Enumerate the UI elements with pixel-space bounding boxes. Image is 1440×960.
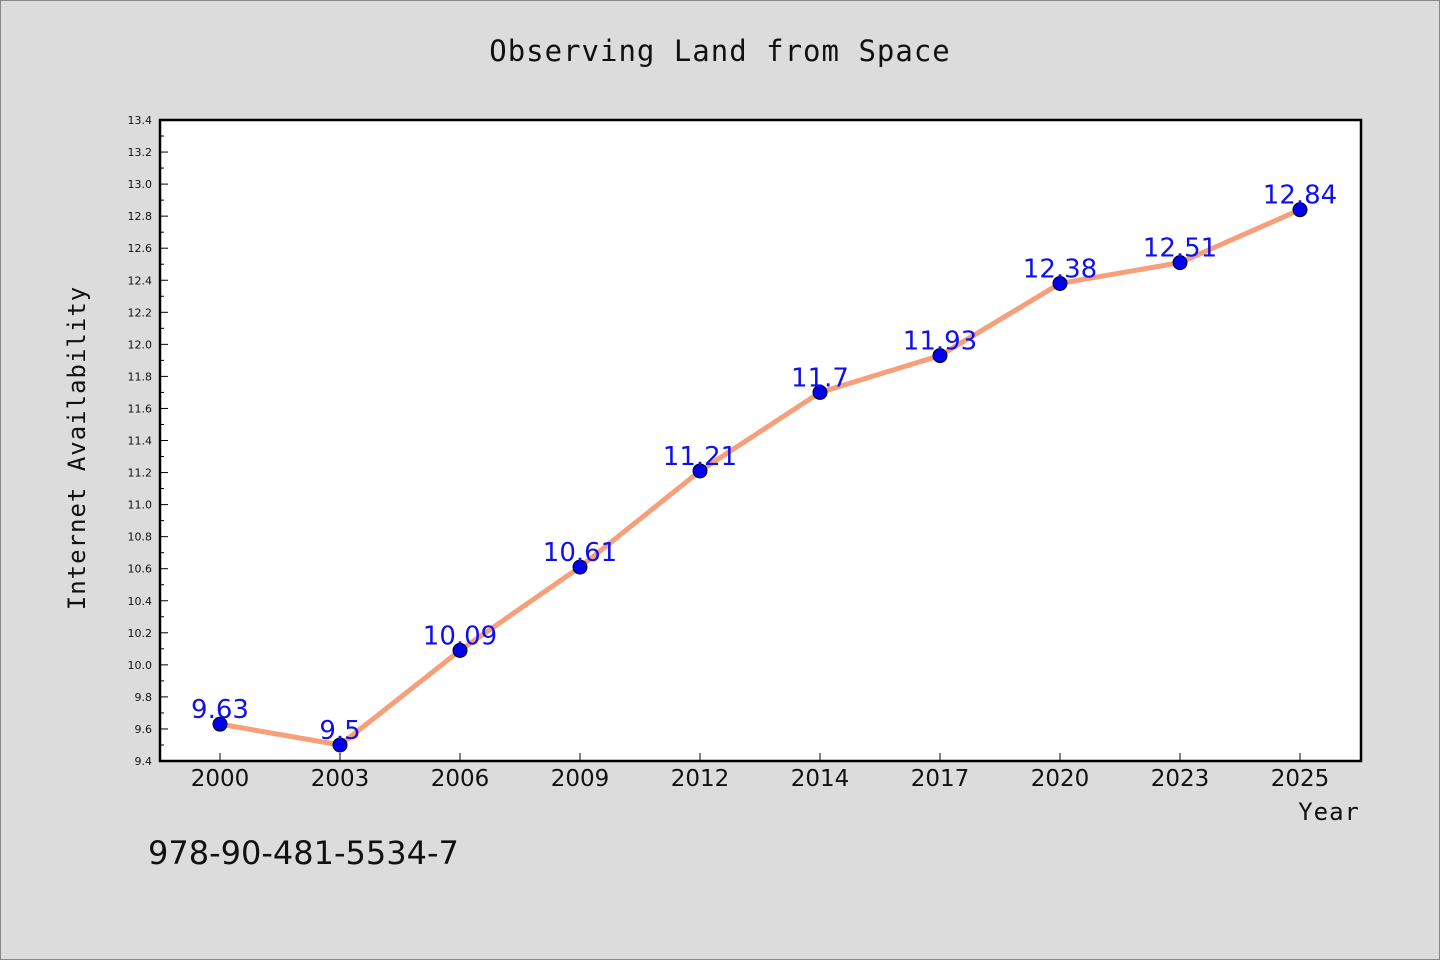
x-tick-label: 2014 bbox=[791, 766, 850, 792]
x-tick-label: 2012 bbox=[671, 766, 730, 792]
x-tick-label: 2000 bbox=[191, 766, 250, 792]
y-tick-label: 10.0 bbox=[128, 659, 153, 672]
x-tick-label: 2017 bbox=[911, 766, 970, 792]
y-tick-label: 12.6 bbox=[128, 242, 153, 255]
data-label: 12.38 bbox=[1023, 254, 1097, 284]
data-label: 10.61 bbox=[543, 538, 617, 568]
x-axis: 2000 2003 2006 2009 2012 2014 2017 2020 2023 2025 bbox=[191, 753, 1330, 792]
data-label: 12.84 bbox=[1263, 181, 1337, 211]
x-tick-label: 2020 bbox=[1031, 766, 1090, 792]
footer-code: 978-90-481-5534-7 bbox=[148, 834, 459, 872]
data-point bbox=[932, 348, 948, 364]
data-labels: 9.63 9.5 10.09 10.61 11.21 11.7 11.93 12.38 12.5… bbox=[191, 181, 1337, 746]
y-tick-label: 9.4 bbox=[135, 755, 153, 768]
y-tick-label: 10.6 bbox=[128, 563, 153, 576]
y-tick-label: 13.2 bbox=[128, 146, 153, 159]
y-tick-label: 11.8 bbox=[128, 370, 153, 383]
data-point bbox=[812, 384, 828, 400]
y-tick-label: 13.4 bbox=[128, 114, 153, 127]
x-tick-label: 2025 bbox=[1271, 766, 1330, 792]
y-axis-title: Internet Availability bbox=[63, 286, 91, 610]
data-label: 12.51 bbox=[1143, 234, 1217, 264]
y-tick-label: 12.8 bbox=[128, 210, 153, 223]
chart-title: Observing Land from Space bbox=[489, 34, 951, 68]
y-tick-label: 9.8 bbox=[135, 691, 153, 704]
y-tick-label: 12.2 bbox=[128, 306, 153, 319]
x-axis-title: Year bbox=[1298, 798, 1360, 826]
data-label: 9.63 bbox=[191, 695, 249, 725]
x-tick-label: 2003 bbox=[311, 766, 370, 792]
data-point bbox=[692, 463, 708, 479]
data-point bbox=[1052, 275, 1068, 291]
data-point bbox=[572, 559, 588, 575]
x-tick-label: 2023 bbox=[1151, 766, 1210, 792]
y-tick-label: 13.0 bbox=[128, 178, 153, 191]
data-point bbox=[332, 737, 348, 753]
data-point bbox=[1292, 202, 1308, 218]
x-tick-label: 2009 bbox=[551, 766, 610, 792]
data-label: 11.7 bbox=[791, 363, 849, 393]
y-tick-label: 10.4 bbox=[128, 595, 153, 608]
y-tick-label: 12.0 bbox=[128, 338, 153, 351]
series-markers bbox=[212, 202, 1308, 753]
y-tick-label: 11.2 bbox=[128, 467, 153, 480]
y-tick-label: 11.4 bbox=[128, 435, 153, 448]
y-tick-label: 9.6 bbox=[135, 723, 153, 736]
data-point bbox=[1172, 255, 1188, 271]
series-line bbox=[219, 207, 1302, 748]
plot-area bbox=[158, 118, 1363, 763]
y-tick-label: 10.2 bbox=[128, 627, 153, 640]
y-tick-label: 11.0 bbox=[128, 499, 153, 512]
data-point bbox=[452, 642, 468, 658]
y-tick-label: 10.8 bbox=[128, 531, 153, 544]
x-tick-label: 2006 bbox=[431, 766, 490, 792]
y-axis: 9.4 9.6 9.8 10.0 10.2 10.4 10.6 10.8 11.0 11.2 11.… bbox=[128, 114, 168, 768]
data-label: 11.93 bbox=[903, 327, 977, 357]
y-tick-label: 12.4 bbox=[128, 274, 153, 287]
data-point bbox=[212, 716, 228, 732]
y-tick-label: 11.6 bbox=[128, 402, 153, 415]
data-label: 9.5 bbox=[319, 716, 360, 746]
data-label: 10.09 bbox=[423, 621, 497, 651]
data-label: 11.21 bbox=[663, 442, 737, 472]
